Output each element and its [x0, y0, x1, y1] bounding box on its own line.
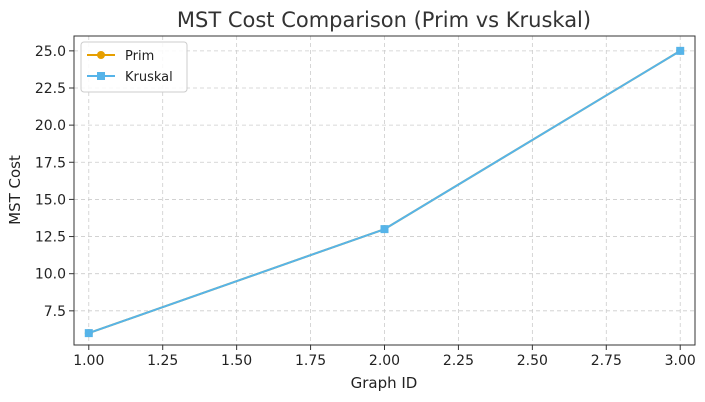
x-axis-label: Graph ID: [351, 374, 418, 392]
y-tick-label: 15.0: [35, 192, 66, 208]
y-tick-label: 7.5: [44, 304, 66, 320]
x-tick-label: 1.50: [221, 353, 252, 369]
grid: [74, 36, 695, 345]
x-tick-label: 2.50: [517, 353, 548, 369]
x-tick-label: 2.25: [443, 353, 474, 369]
y-axis-ticks: 7.5 10.0 12.5 15.0 17.5 20.0 22.5 25.0: [35, 44, 74, 320]
x-tick-label: 2.00: [369, 353, 400, 369]
x-axis-ticks: 1.00 1.25 1.50 1.75 2.00 2.25 2.50 2.75 3.00: [73, 345, 696, 369]
series-layer: [84, 46, 685, 338]
chart-title: MST Cost Comparison (Prim vs Kruskal): [177, 8, 591, 32]
x-tick-label: 2.75: [591, 353, 622, 369]
y-tick-label: 12.5: [35, 230, 66, 246]
data-point-kruskal: [676, 46, 685, 55]
y-tick-label: 10.0: [35, 267, 66, 283]
x-tick-label: 3.00: [665, 353, 696, 369]
y-axis-label: MST Cost: [6, 155, 24, 225]
y-tick-label: 25.0: [35, 44, 66, 60]
y-tick-label: 22.5: [35, 81, 66, 97]
legend: Prim Kruskal: [80, 41, 188, 93]
x-tick-label: 1.00: [73, 353, 104, 369]
x-tick-label: 1.25: [147, 353, 178, 369]
data-point-kruskal: [84, 329, 93, 338]
legend-label-kruskal: Kruskal: [125, 70, 173, 85]
legend-marker-prim: [97, 51, 105, 59]
legend-label-prim: Prim: [125, 49, 154, 64]
legend-marker-kruskal: [97, 72, 105, 80]
data-point-kruskal: [380, 225, 389, 234]
y-tick-label: 17.5: [35, 155, 66, 171]
y-tick-label: 20.0: [35, 118, 66, 134]
x-tick-label: 1.75: [295, 353, 326, 369]
